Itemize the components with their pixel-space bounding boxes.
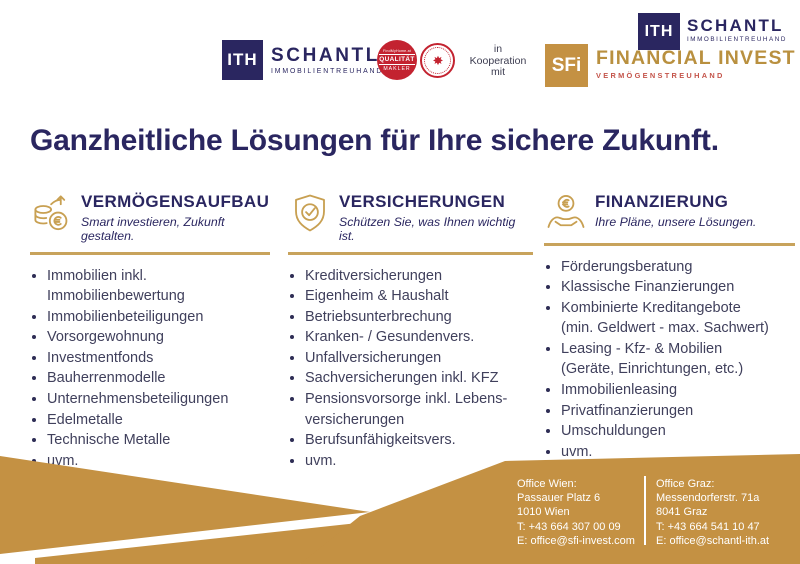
office-wien-line: E: office@sfi-invest.com <box>517 534 635 547</box>
list-item: Technische Metalle <box>47 430 270 451</box>
list-item: Vorsorgewohnung <box>47 327 270 348</box>
list-item: Umschuldungen <box>561 421 795 442</box>
list-item: Kreditversicherungen <box>305 266 533 287</box>
quality-seal-line1: QUALITÄT <box>379 53 415 65</box>
sfi-logo-mark: SFi <box>545 44 588 87</box>
ith-logo-name: SCHANTL <box>271 45 380 66</box>
office-graz-line: Messendorferstr. 71a <box>656 492 760 505</box>
service-list: Immobilien inkl. ImmobilienbewertungImmo… <box>30 266 270 472</box>
gold-divider <box>544 243 795 246</box>
quality-seal-icon: FindMyHome.at QUALITÄT MAKLER <box>377 40 417 80</box>
office-graz-label: Office Graz: <box>656 478 715 490</box>
list-item: Klassische Finanzierungen <box>561 277 795 298</box>
list-item: Betriebsunterbrechung <box>305 307 533 328</box>
list-item: Pensionsvorsorge inkl. Lebens- versicher… <box>305 389 533 430</box>
footer-band: Office Wien: Passauer Platz 6 1010 Wien T:… <box>0 450 800 564</box>
office-graz-line: 8041 Graz <box>656 506 708 519</box>
office-wien-line: Passauer Platz 6 <box>517 492 601 505</box>
list-item: Immobilienbeteiligungen <box>47 307 270 328</box>
gold-ribbon-graphic <box>0 454 800 564</box>
hands-euro-icon <box>544 192 588 234</box>
eagle-icon <box>432 55 443 65</box>
service-list: FörderungsberatungKlassische Finanzierun… <box>544 257 795 463</box>
column-vermoegensaufbau: VERMÖGENSAUFBAU Smart investieren, Zukun… <box>30 190 270 471</box>
list-item: Investmentfonds <box>47 348 270 369</box>
list-item: Leasing - Kfz- & Mobilien (Geräte, Einri… <box>561 339 795 380</box>
column-title: FINANZIERUNG <box>595 192 729 211</box>
sfi-financial-invest-logo: SFi FINANCIAL INVEST VERMÖGENSTREUHAND <box>545 44 796 87</box>
austria-seal-icon <box>420 43 455 78</box>
list-item: Immobilien inkl. Immobilienbewertung <box>47 266 270 307</box>
column-subtitle: Schützen Sie, was Ihnen wichtig ist. <box>339 215 516 243</box>
ith-logo-mark: ITH <box>222 40 263 80</box>
column-subtitle: Smart investieren, Zukunft gestalten. <box>81 215 225 243</box>
list-item: Unfallversicherungen <box>305 348 533 369</box>
corner-logo-tagline: IMMOBILIENTREUHAND <box>687 36 787 43</box>
list-item: Kranken- / Gesundenvers. <box>305 327 533 348</box>
shield-check-icon <box>288 192 332 234</box>
office-wien-line: T: +43 664 307 00 09 <box>517 520 621 533</box>
office-wien-line: 1010 Wien <box>517 506 570 519</box>
list-item: uvm. <box>561 442 795 463</box>
column-title: VERSICHERUNGEN <box>339 192 506 211</box>
list-item: Eigenheim & Haushalt <box>305 286 533 307</box>
quality-seal-line2: MAKLER <box>383 65 411 72</box>
office-graz-line: T: +43 664 541 10 47 <box>656 520 760 533</box>
office-graz-block: Office Graz: Messendorferstr. 71a 8041 Gr… <box>656 477 769 548</box>
footer-divider <box>644 476 646 545</box>
corner-ith-schantl-logo: ITH SCHANTL IMMOBILIENTREUHAND <box>638 13 787 50</box>
sfi-logo-name: FINANCIAL INVEST <box>596 47 796 69</box>
list-item: Unternehmensbeteiligungen <box>47 389 270 410</box>
office-wien-label: Office Wien: <box>517 478 577 490</box>
list-item: Förderungsberatung <box>561 257 795 278</box>
ith-logo-tagline: IMMOBILIENTREUHAND <box>271 68 384 75</box>
column-title: VERMÖGENSAUFBAU <box>81 192 270 211</box>
corner-logo-mark: ITH <box>638 13 680 50</box>
austria-seal-emblem <box>424 47 451 74</box>
office-wien-block: Office Wien: Passauer Platz 6 1010 Wien T:… <box>517 477 635 548</box>
gold-divider <box>288 252 533 255</box>
list-item: Kombinierte Kreditangebote (min. Geldwer… <box>561 298 795 339</box>
corner-logo-name: SCHANTL <box>687 16 784 35</box>
gold-divider <box>30 252 270 255</box>
sfi-logo-tagline: VERMÖGENSTREUHAND <box>596 71 725 80</box>
column-finanzierung: FINANZIERUNG Ihre Pläne, unsere Lösungen… <box>544 190 795 462</box>
list-item: uvm. <box>305 451 533 472</box>
coins-growth-icon <box>30 192 74 234</box>
list-item: Immobilienleasing <box>561 380 795 401</box>
column-subtitle: Ihre Pläne, unsere Lösungen. <box>595 215 757 229</box>
list-item: Edelmetalle <box>47 410 270 431</box>
cooperation-text: in Kooperation mit <box>469 43 527 78</box>
page-title: Ganzheitliche Lösungen für Ihre sichere … <box>30 124 719 157</box>
office-graz-line: E: office@schantl-ith.at <box>656 534 770 547</box>
ith-schantl-logo: ITH SCHANTL IMMOBILIENTREUHAND <box>222 40 383 80</box>
quality-seal-top-text: FindMyHome.at <box>383 48 411 53</box>
list-item: Privatfinanzierungen <box>561 401 795 422</box>
list-item: Bauherrenmodelle <box>47 368 270 389</box>
list-item: Sachversicherungen inkl. KFZ <box>305 368 533 389</box>
service-list: KreditversicherungenEigenheim & Haushalt… <box>288 266 533 472</box>
list-item: Berufsunfähigkeitsvers. <box>305 430 533 451</box>
column-versicherungen: VERSICHERUNGEN Schützen Sie, was Ihnen w… <box>288 190 533 471</box>
